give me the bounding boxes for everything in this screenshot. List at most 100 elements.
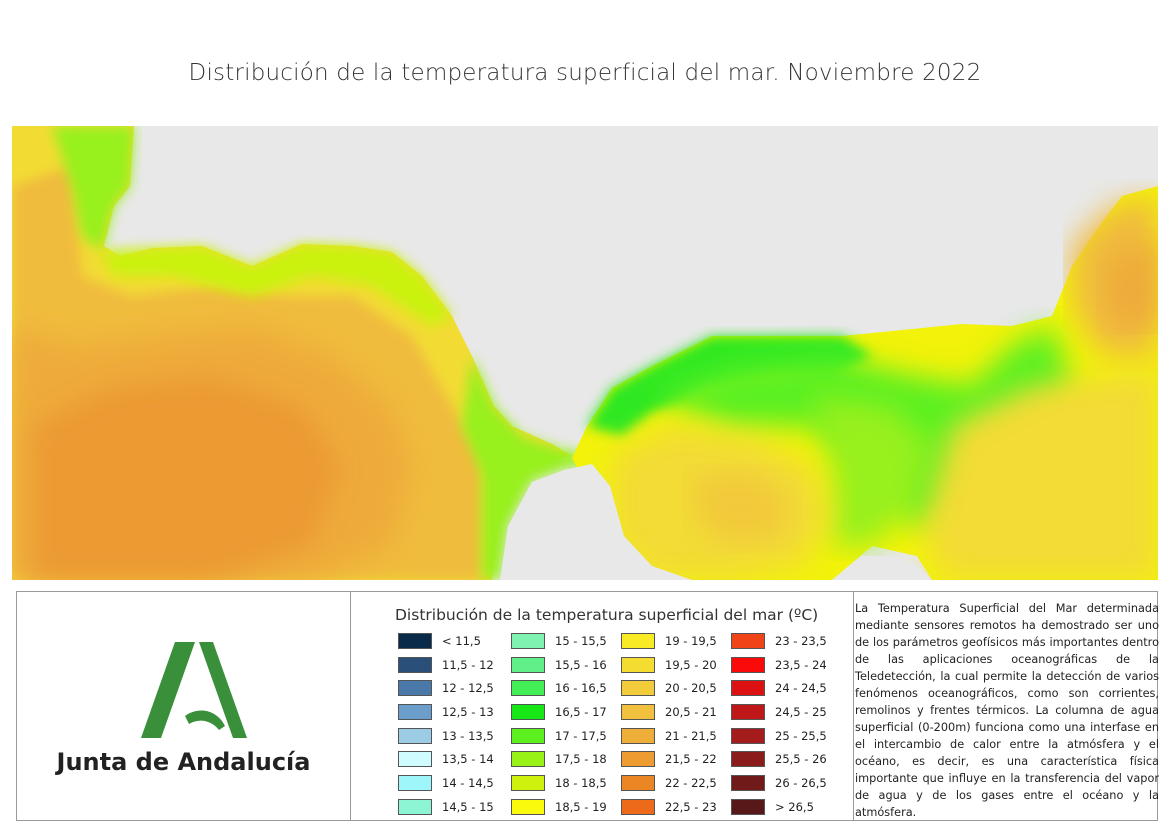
mediterranean-lime — [812, 396, 932, 546]
legend-swatch — [621, 798, 655, 815]
legend-item: 20 - 20,5 — [621, 676, 717, 700]
legend-column: 19 - 19,5 19,5 - 20 20 - 20,5 20,5 - 21 21 -… — [621, 629, 717, 819]
legend-item: 22,5 - 23 — [621, 795, 717, 819]
legend-label: 18 - 18,5 — [555, 775, 607, 790]
legend-item: 21 - 21,5 — [621, 724, 717, 748]
legend-swatch — [511, 751, 545, 768]
legend-item: 23 - 23,5 — [731, 629, 827, 653]
legend-item: 22 - 22,5 — [621, 771, 717, 795]
legend-column: < 11,5 11,5 - 12 12 - 12,5 12,5 - 13 13 - 13… — [398, 629, 494, 819]
legend-swatch — [398, 751, 432, 768]
legend-swatch — [731, 798, 765, 815]
legend-swatch — [398, 727, 432, 744]
legend-swatch — [511, 656, 545, 673]
legend-label: 16 - 16,5 — [555, 681, 607, 696]
legend-swatch — [621, 703, 655, 720]
sst-map — [12, 126, 1158, 580]
legend-column: 23 - 23,5 23,5 - 24 24 - 24,5 24,5 - 25 25 -… — [731, 629, 827, 819]
legend-item: 24,5 - 25 — [731, 700, 827, 724]
legend-item: 16 - 16,5 — [511, 676, 607, 700]
legend-swatch — [621, 680, 655, 697]
legend-swatch — [731, 703, 765, 720]
legend-swatch — [731, 774, 765, 791]
legend-label: 15 - 15,5 — [555, 633, 607, 648]
legend-item: 14,5 - 15 — [398, 795, 494, 819]
east-warm-1 — [922, 366, 1158, 580]
atlantic-coastal-lime — [102, 244, 452, 326]
legend-swatch — [511, 632, 545, 649]
legend-item: > 26,5 — [731, 795, 827, 819]
legend-swatch — [398, 680, 432, 697]
legend-label: 13 - 13,5 — [442, 728, 494, 743]
legend-item: 15,5 - 16 — [511, 653, 607, 677]
legend-item: 20,5 - 21 — [621, 700, 717, 724]
legend-item: 17 - 17,5 — [511, 724, 607, 748]
legend-label: 21 - 21,5 — [665, 728, 717, 743]
legend-label: 24,5 - 25 — [775, 704, 827, 719]
legend-label: 21,5 - 22 — [665, 752, 717, 767]
legend-item: 15 - 15,5 — [511, 629, 607, 653]
legend-swatch — [621, 751, 655, 768]
legend-label: 19,5 - 20 — [665, 657, 717, 672]
legend-label: 17 - 17,5 — [555, 728, 607, 743]
legend-swatch — [731, 632, 765, 649]
legend-label: < 11,5 — [442, 633, 481, 648]
legend-item: 14 - 14,5 — [398, 771, 494, 795]
legend-label: 13,5 - 14 — [442, 752, 494, 767]
legend-column: 15 - 15,5 15,5 - 16 16 - 16,5 16,5 - 17 17 -… — [511, 629, 607, 819]
legend-item: 23,5 - 24 — [731, 653, 827, 677]
legend-swatch — [621, 632, 655, 649]
legend-item: 13,5 - 14 — [398, 747, 494, 771]
sst-map-canvas — [12, 126, 1158, 580]
legend-label: 20,5 - 21 — [665, 704, 717, 719]
page-title: Distribución de la temperatura superfici… — [188, 60, 982, 86]
legend-swatch — [621, 774, 655, 791]
legend-label: 20 - 20,5 — [665, 681, 717, 696]
legend-label: 19 - 19,5 — [665, 633, 717, 648]
legend-label: 22,5 - 23 — [665, 799, 717, 814]
logo-box: Junta de Andalucía — [17, 592, 351, 820]
legend-item: < 11,5 — [398, 629, 494, 653]
legend-label: > 26,5 — [775, 799, 814, 814]
legend-item: 19 - 19,5 — [621, 629, 717, 653]
legend-label: 11,5 - 12 — [442, 657, 494, 672]
legend-item: 25 - 25,5 — [731, 724, 827, 748]
junta-de-andalucia-logo-icon — [141, 642, 247, 738]
legend-label: 24 - 24,5 — [775, 681, 827, 696]
legend-item: 25,5 - 26 — [731, 747, 827, 771]
legend-label: 25 - 25,5 — [775, 728, 827, 743]
legend-label: 25,5 - 26 — [775, 752, 827, 767]
legend-label: 12 - 12,5 — [442, 681, 494, 696]
legend-label: 18,5 - 19 — [555, 799, 607, 814]
legend-swatch — [398, 703, 432, 720]
legend-label: 17,5 - 18 — [555, 752, 607, 767]
legend-swatch — [621, 727, 655, 744]
africa-land — [500, 464, 692, 580]
legend-item: 12 - 12,5 — [398, 676, 494, 700]
legend-swatch — [511, 774, 545, 791]
description-text: La Temperatura Superficial del Mar deter… — [855, 602, 1159, 819]
legend-item: 26 - 26,5 — [731, 771, 827, 795]
logo-text: Junta de Andalucía — [56, 748, 311, 776]
legend-item: 17,5 - 18 — [511, 747, 607, 771]
africa-east-land — [832, 556, 932, 580]
legend-swatch — [511, 703, 545, 720]
legend-swatch — [731, 656, 765, 673]
legend-label: 16,5 - 17 — [555, 704, 607, 719]
legend-label: 14,5 - 15 — [442, 799, 494, 814]
legend-item: 11,5 - 12 — [398, 653, 494, 677]
alboran-gyre-core — [692, 471, 792, 546]
logo-a-crossbar — [185, 710, 225, 730]
legend-item: 24 - 24,5 — [731, 676, 827, 700]
atlantic-warm-3 — [32, 376, 342, 580]
bottom-panel: Junta de Andalucía Distribución de la te… — [16, 591, 1159, 821]
legend-label: 22 - 22,5 — [665, 775, 717, 790]
logo-a-stroke-right — [199, 642, 247, 738]
legend: Distribución de la temperatura superfici… — [351, 592, 854, 820]
legend-swatch — [398, 656, 432, 673]
logo-a-stroke-left — [141, 642, 195, 738]
atlantic-coastal-green — [52, 126, 134, 251]
legend-swatch — [731, 751, 765, 768]
legend-label: 23,5 - 24 — [775, 657, 827, 672]
legend-item: 19,5 - 20 — [621, 653, 717, 677]
